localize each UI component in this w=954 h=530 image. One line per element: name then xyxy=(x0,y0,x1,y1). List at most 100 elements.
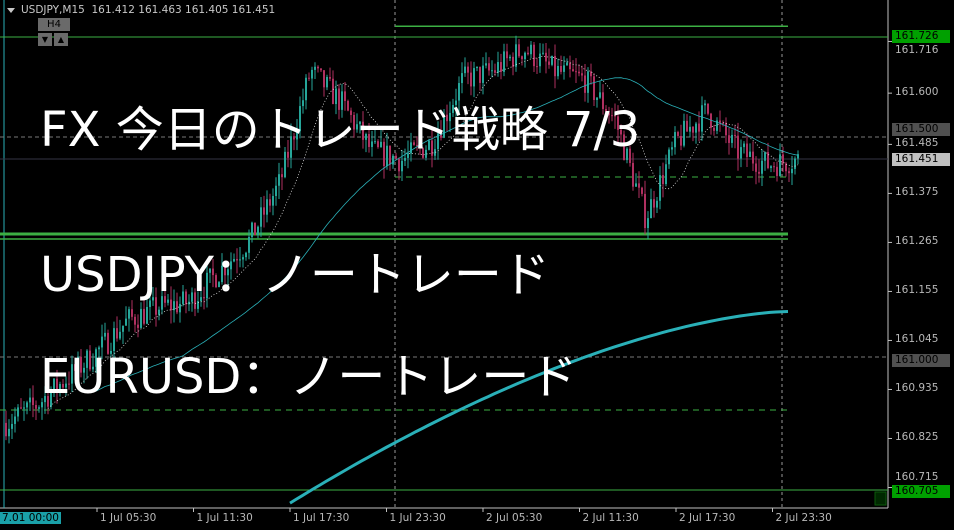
ma-fast-line xyxy=(47,55,799,409)
candle-body xyxy=(425,149,427,158)
candle-body xyxy=(491,70,493,72)
candle-body xyxy=(746,143,748,157)
candle-body xyxy=(275,185,277,197)
candle-body xyxy=(485,63,487,66)
arrow-down-icon: ▼ xyxy=(41,35,49,44)
candle-body xyxy=(68,383,70,385)
candle-body xyxy=(224,265,226,276)
candle-body xyxy=(458,83,460,101)
candle-body xyxy=(299,106,301,132)
candle-body xyxy=(359,121,361,125)
candle-body xyxy=(440,133,442,138)
candle-body xyxy=(254,222,256,236)
candle-body xyxy=(188,301,190,305)
candle-body xyxy=(239,259,241,261)
candle-body xyxy=(368,134,370,147)
price-tick-label: 161.155 xyxy=(895,284,939,297)
candle-body xyxy=(356,124,358,130)
dropdown-triangle-icon[interactable] xyxy=(7,7,15,13)
candle-body xyxy=(437,133,439,150)
candle-body xyxy=(479,66,481,83)
candle-body xyxy=(296,131,298,140)
candle-body xyxy=(179,303,181,313)
candle-body xyxy=(734,134,736,136)
candle-body xyxy=(383,141,385,167)
candle-body xyxy=(173,301,175,311)
candle-body xyxy=(11,423,13,429)
candle-body xyxy=(398,158,400,172)
candle-body xyxy=(281,174,283,178)
candle-body xyxy=(323,70,325,88)
candle-body xyxy=(413,142,415,145)
candle-body xyxy=(686,120,688,132)
candle-body xyxy=(644,193,646,229)
candle-body xyxy=(164,296,166,303)
timeframe-up-button[interactable]: ▲ xyxy=(54,33,68,46)
candle-body xyxy=(317,66,319,69)
timeframe-badge[interactable]: H4 xyxy=(38,18,70,31)
candle-body xyxy=(158,309,160,315)
candle-body xyxy=(122,325,124,332)
candle-body xyxy=(329,77,331,79)
candle-body xyxy=(704,103,706,106)
candle-body xyxy=(263,207,265,215)
price-tick-label: 161.716 xyxy=(895,44,939,56)
overlay-usdjpy: USDJPY：ノートレード xyxy=(40,247,550,303)
candle-body xyxy=(347,100,349,111)
candle-body xyxy=(218,282,220,288)
candle-body xyxy=(401,160,403,172)
time-tick-label: 2 Jul 11:30 xyxy=(582,512,639,524)
candle-body xyxy=(362,121,364,140)
price-label-bid: 161.451 xyxy=(892,152,950,166)
candle-body xyxy=(293,136,295,140)
candle-body xyxy=(482,65,484,83)
candle-body xyxy=(140,308,142,328)
symbol-label: USDJPY,M15 xyxy=(21,4,85,16)
price-label-level: 161.500 xyxy=(892,123,950,137)
current-time-label: 7.01 00:00 xyxy=(0,512,61,524)
candle-body xyxy=(782,154,784,164)
candle-body xyxy=(602,92,604,109)
candle-body xyxy=(29,397,31,403)
candle-body xyxy=(155,297,157,315)
candle-body xyxy=(749,151,751,157)
candle-body xyxy=(701,105,703,132)
candle-body xyxy=(14,416,16,424)
candle-body xyxy=(752,151,754,164)
candle-body xyxy=(320,68,322,71)
candle-body xyxy=(431,140,433,156)
candle-body xyxy=(230,261,232,270)
candle-body xyxy=(761,160,763,174)
candle-body xyxy=(86,350,88,368)
candle-body xyxy=(350,110,352,115)
candle-body xyxy=(194,292,196,309)
candle-body xyxy=(632,162,634,187)
candle-body xyxy=(311,69,313,79)
candle-body xyxy=(797,154,799,159)
candle-body xyxy=(530,44,532,55)
candle-body xyxy=(206,272,208,299)
candle-body xyxy=(461,73,463,84)
candle-body xyxy=(647,218,649,229)
candle-body xyxy=(503,51,505,72)
candle-body xyxy=(419,145,421,149)
candle-body xyxy=(53,378,55,393)
time-tick-label: 2 Jul 17:30 xyxy=(679,512,736,524)
candle-body xyxy=(638,183,640,188)
candle-body xyxy=(149,300,151,307)
candle-body xyxy=(770,166,772,169)
timeframe-down-button[interactable]: ▼ xyxy=(38,33,52,46)
candle-body xyxy=(62,384,64,388)
overlay-title: FX 今日のトレード戦略 7/3 xyxy=(40,102,641,158)
candle-body xyxy=(248,236,250,253)
candle-body xyxy=(305,77,307,101)
candle-body xyxy=(242,257,244,260)
candle-body xyxy=(344,91,346,101)
candle-body xyxy=(605,108,607,113)
candle-body xyxy=(32,397,34,406)
candle-body xyxy=(278,174,280,186)
price-label-line: 161.726 xyxy=(892,30,950,43)
candle-body xyxy=(716,120,718,131)
candle-body xyxy=(38,407,40,409)
